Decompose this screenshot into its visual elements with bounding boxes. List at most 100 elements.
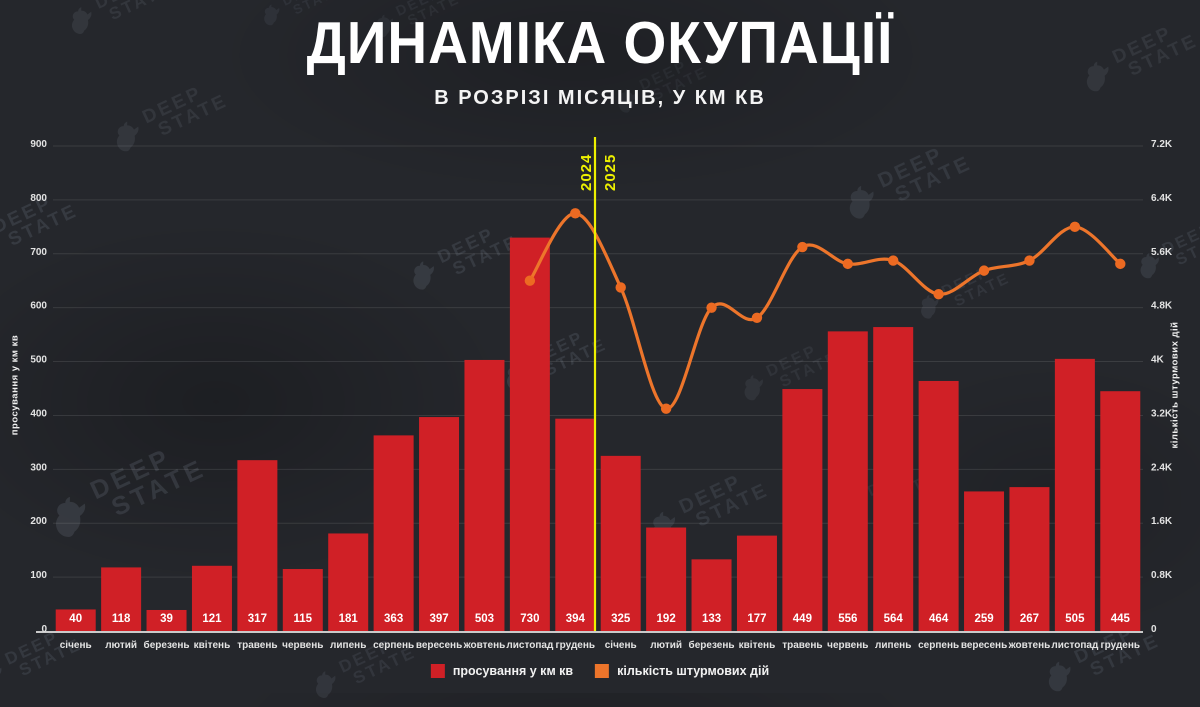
bar-value-label: 181 (339, 613, 359, 625)
bar-value-label: 118 (112, 613, 131, 625)
tick-label-left: 400 (30, 408, 47, 419)
assault-line-dot (706, 302, 717, 313)
bar (237, 460, 278, 631)
bar (873, 327, 914, 631)
bar (646, 527, 687, 631)
bar (464, 359, 505, 631)
month-label: жовтень (1008, 640, 1051, 651)
tick-label-right: 7.2K (1151, 139, 1173, 150)
month-label: червень (282, 640, 323, 651)
assault-line-dot (751, 312, 763, 323)
bar-value-label: 397 (429, 613, 448, 625)
bar (282, 569, 323, 631)
tick-label-right: 4K (1151, 355, 1165, 366)
bar (1100, 391, 1141, 631)
bar (691, 559, 732, 631)
bar-value-label: 177 (747, 613, 766, 625)
tick-label-right: 0.8K (1151, 570, 1173, 581)
month-label: вересень (416, 640, 462, 651)
legend-label-assaults: кількість штурмових дій (617, 664, 770, 678)
tick-label-right: 6.4K (1151, 193, 1173, 204)
bar-value-label: 325 (611, 613, 631, 625)
legend-label-advance: просування у км кв (452, 664, 574, 678)
bar-value-label: 133 (702, 613, 721, 625)
month-label: квітень (739, 640, 776, 651)
legend-item-assaults: кількість штурмових дій (595, 664, 769, 678)
month-label: лютий (105, 640, 137, 651)
month-label: листопад (506, 640, 554, 651)
assault-line-dot (888, 255, 899, 266)
assault-line-dot (1115, 258, 1126, 270)
bar (191, 565, 232, 631)
tick-label-left: 800 (30, 193, 47, 204)
tick-label-left: 0 (41, 624, 47, 635)
assault-line-dot (797, 241, 808, 253)
bar-value-label: 464 (929, 613, 949, 625)
bar-value-label: 730 (520, 613, 539, 625)
bar (1054, 358, 1095, 631)
tick-label-left: 300 (30, 462, 47, 473)
assault-line-dot (1024, 255, 1035, 266)
legend-swatch-assaults (595, 664, 610, 678)
year-label-2024: 2024 (578, 154, 595, 191)
assault-line-dot (1069, 221, 1081, 233)
tick-label-right: 3.2K (1151, 408, 1173, 419)
month-label: лютий (650, 640, 682, 651)
bar-value-label: 192 (657, 613, 676, 625)
tick-label-right: 2.4K (1151, 462, 1173, 473)
bar-value-label: 115 (294, 613, 313, 625)
month-label: серпень (373, 640, 414, 651)
bar-value-label: 121 (202, 613, 222, 625)
tick-label-right: 4.8K (1151, 301, 1173, 312)
bar (964, 491, 1005, 631)
bar-value-label: 445 (1111, 613, 1131, 625)
month-label: травень (237, 640, 277, 651)
month-label: листопад (1051, 640, 1099, 651)
tick-label-left: 700 (30, 247, 47, 258)
bar (419, 417, 460, 631)
month-label: вересень (961, 640, 1007, 651)
month-label: грудень (1101, 640, 1141, 651)
page-title: ДИНАМІКА ОКУПАЦІЇ (306, 9, 894, 77)
tick-label-right: 1.6K (1151, 516, 1173, 527)
bar-value-label: 40 (69, 613, 82, 625)
assault-line (528, 211, 1122, 411)
tick-label-left: 100 (30, 570, 47, 581)
bar (373, 435, 414, 631)
tick-label-left: 600 (30, 301, 47, 312)
bar (1009, 487, 1050, 631)
month-label: січень (60, 640, 92, 651)
month-label: червень (827, 640, 868, 651)
assault-line-dot (524, 275, 536, 286)
tick-label-right: 5.6K (1151, 247, 1173, 258)
bar-value-label: 505 (1065, 613, 1085, 625)
tick-label-right: 0 (1151, 624, 1157, 635)
legend-swatch-advance (430, 664, 445, 678)
legend: просування у км кв кількість штурмових д… (430, 664, 769, 678)
legend-item-advance: просування у км кв (430, 664, 574, 678)
bar (509, 237, 550, 631)
bar-value-label: 556 (838, 613, 857, 625)
bar (328, 533, 369, 631)
assault-line-dot (978, 265, 990, 276)
bar (55, 609, 96, 631)
month-label: липень (875, 640, 911, 651)
bar (146, 609, 187, 631)
month-label: квітень (194, 640, 231, 651)
assault-line-dot (842, 258, 853, 270)
tick-label-left: 500 (30, 355, 47, 366)
month-label: травень (782, 640, 822, 651)
bar (101, 567, 142, 631)
month-label: січень (605, 640, 637, 651)
tick-label-left: 200 (30, 516, 47, 527)
bar-value-label: 363 (384, 613, 403, 625)
bar (918, 380, 959, 631)
month-label: березень (144, 639, 190, 651)
month-label: липень (330, 640, 366, 651)
assault-line-dot (570, 208, 581, 219)
bar (555, 418, 596, 631)
assault-line-dot (660, 403, 672, 414)
bar-value-label: 564 (884, 613, 904, 625)
